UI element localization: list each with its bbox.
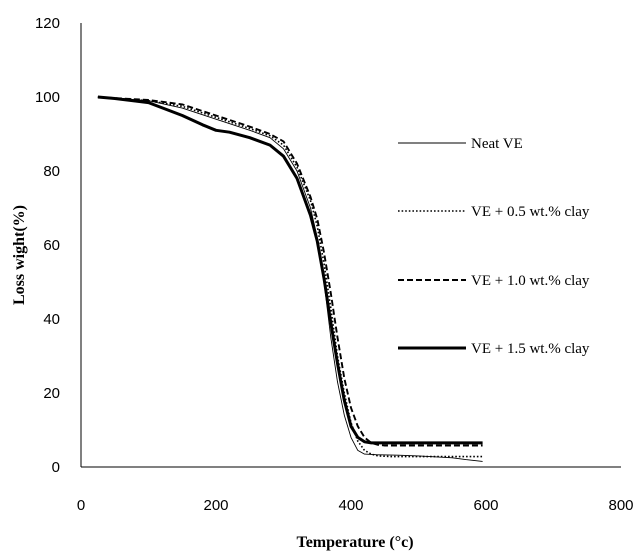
y-tick-label: 0	[52, 459, 60, 476]
y-tick-label: 40	[43, 311, 60, 328]
y-tick-labels: 0 20 40 60 80 100 120	[35, 15, 60, 476]
x-tick-label: 800	[608, 497, 633, 514]
legend: Neat VE VE + 0.5 wt.% clay VE + 1.0 wt.% c…	[398, 136, 590, 357]
series-lines	[97, 95, 483, 462]
y-tick-label: 100	[35, 89, 60, 106]
series-line	[97, 96, 483, 458]
x-tick-label: 400	[338, 497, 363, 514]
legend-label: VE + 0.5 wt.% clay	[471, 204, 590, 220]
x-tick-label: 200	[203, 497, 228, 514]
x-axis-label: Temperature (°c)	[296, 534, 413, 551]
y-axis-label: Loss wight(%)	[11, 205, 28, 305]
y-tick-label: 80	[43, 163, 60, 180]
legend-label: Neat VE	[471, 136, 523, 152]
x-tick-label: 600	[473, 497, 498, 514]
series-line	[97, 95, 483, 445]
x-tick-label: 0	[77, 497, 85, 514]
legend-label: VE + 1.5 wt.% clay	[471, 341, 590, 357]
y-tick-label: 120	[35, 15, 60, 32]
y-tick-label: 20	[43, 385, 60, 402]
legend-label: VE + 1.0 wt.% clay	[471, 273, 590, 289]
x-tick-labels: 0 200 400 600 800	[77, 497, 634, 514]
series-line	[97, 96, 483, 462]
series-line	[97, 96, 483, 447]
y-tick-label: 60	[43, 237, 60, 254]
